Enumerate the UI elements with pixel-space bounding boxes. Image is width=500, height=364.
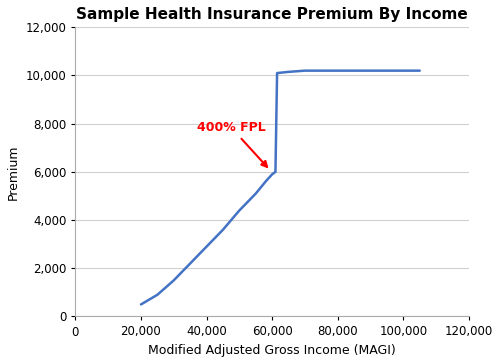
Y-axis label: Premium: Premium <box>7 144 20 199</box>
Title: Sample Health Insurance Premium By Income: Sample Health Insurance Premium By Incom… <box>76 7 468 22</box>
X-axis label: Modified Adjusted Gross Income (MAGI): Modified Adjusted Gross Income (MAGI) <box>148 344 396 357</box>
Text: 400% FPL: 400% FPL <box>196 121 267 167</box>
